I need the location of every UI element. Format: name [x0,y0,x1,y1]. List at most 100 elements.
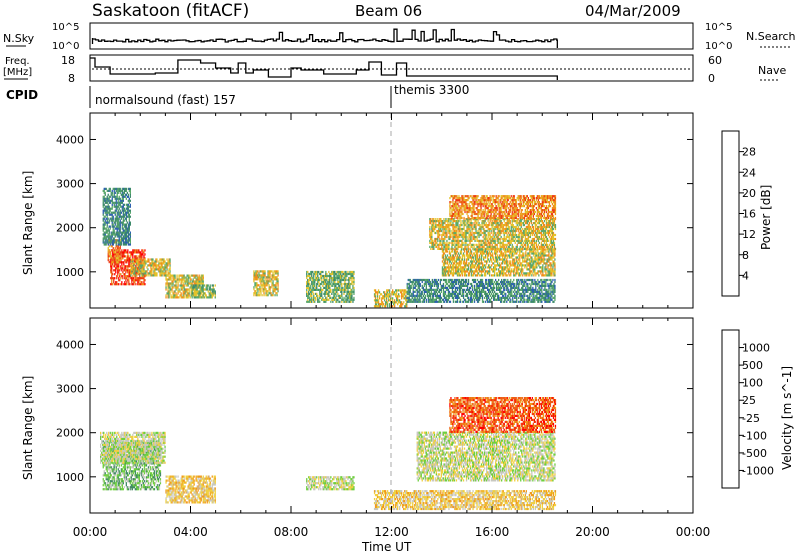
echo-cell [180,288,182,291]
echo-cell [470,245,472,248]
echo-cell [263,280,265,283]
echo-cell [499,239,501,242]
echo-cell [477,239,479,242]
echo-cell [433,225,435,229]
echo-cell [512,298,514,301]
echo-cell [461,235,463,239]
echo-cell [117,225,119,228]
echo-cell [405,299,407,302]
echo-cell [165,272,167,275]
echo-cell [411,294,413,297]
echo-cell [467,300,470,303]
echo-cell [113,191,115,194]
echo-cell [108,205,110,208]
echo-cell [108,221,110,224]
echo-cell [481,300,484,303]
echo-cell [309,272,311,276]
echo-cell [396,297,398,300]
echo-cell [442,286,445,289]
echo-cell [499,245,501,248]
echo-cell [476,290,479,293]
echo-cell [439,241,441,244]
echo-cell [129,265,131,268]
echo-cell [165,266,167,269]
echo-cell [439,227,441,231]
echo-cell [201,280,203,283]
echo-cell [468,290,471,293]
echo-cell [516,300,518,303]
echo-cell [126,275,128,278]
echo-cell [431,296,433,299]
echo-cell [373,293,376,296]
echo-cell [165,286,167,289]
echo-cell [170,288,172,291]
echo-cell [129,239,131,242]
echo-cell [520,294,522,297]
echo-cell [259,270,261,273]
echo-cell [444,292,447,295]
echo-cell [125,235,127,238]
echo-cell [535,280,537,284]
echo-cell [327,286,329,289]
echo-cell [144,253,146,256]
echo-cell [331,276,333,280]
echo-cell [510,278,512,282]
echo-cell [113,261,115,264]
echo-cell [139,266,141,269]
echo-cell [490,245,492,248]
echo-cell [459,229,461,233]
echo-cell [311,272,313,276]
echo-cell [517,280,519,284]
echo-cell [375,305,378,308]
echo-cell [155,258,157,261]
echo-cell [342,270,344,274]
echo-cell [487,292,489,295]
echo-cell [127,211,129,214]
echo-cell [439,278,441,282]
echo-cell [533,296,535,299]
echo-cell [199,294,201,297]
echo-cell [105,239,107,242]
echo-cell [111,201,113,204]
echo-cell [196,278,198,281]
echo-cell [123,225,125,228]
echo-cell [127,205,129,208]
echo-cell [520,300,522,303]
echo-cell [138,283,140,286]
echo-cell [521,231,523,235]
echo-cell [174,290,176,293]
echo-cell [492,286,494,289]
echo-cell [269,292,271,295]
echo-cell [319,294,321,297]
echo-cell [119,211,121,214]
echo-cell [181,280,183,283]
echo-cell [123,235,125,238]
echo-cell [525,280,527,284]
echo-cell [152,260,154,263]
echo-cell [402,293,404,296]
echo-cell [340,290,342,293]
echo-cell [546,278,548,282]
echo-cell [112,219,114,222]
echo-cell [182,274,184,277]
echo-cell [111,239,113,242]
echo-cell [520,224,522,227]
echo-cell [266,284,268,287]
echo-cell [374,293,377,296]
echo-cell [474,296,477,299]
echo-cell [128,277,130,280]
echo-cell [423,296,425,299]
echo-cell [515,286,517,289]
echo-cell [520,225,522,229]
echo-cell [406,296,408,299]
echo-cell [348,280,350,284]
echo-cell [447,278,450,282]
echo-cell [474,278,477,282]
echo-cell [532,282,534,286]
echo-cell [122,267,124,270]
echo-cell [111,193,113,196]
echo-cell [189,280,191,283]
echo-cell [513,235,515,239]
echo-cell [109,207,111,210]
echo-cell [482,222,484,225]
